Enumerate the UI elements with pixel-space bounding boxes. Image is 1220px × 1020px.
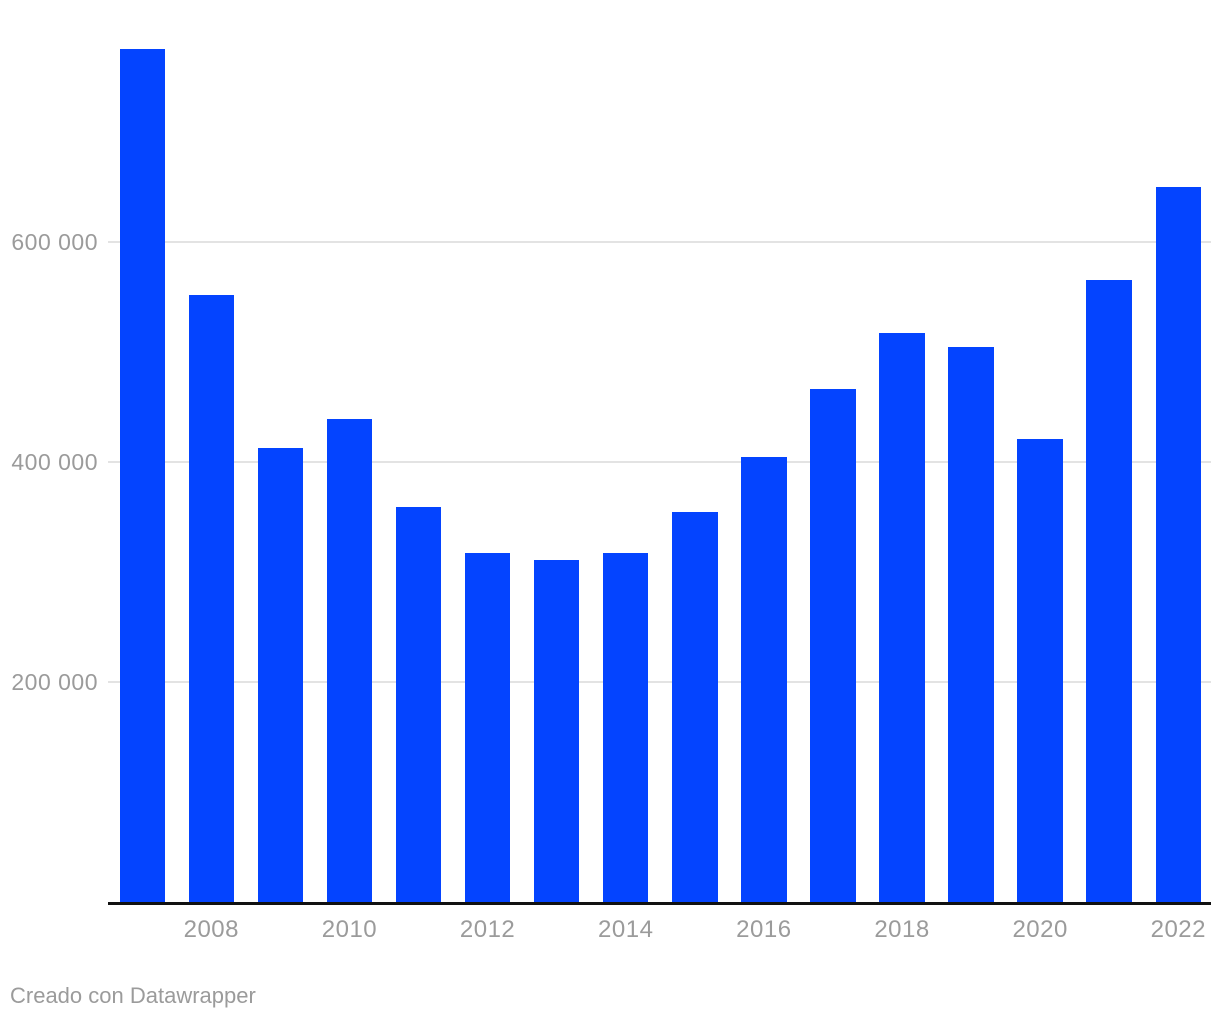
bar-2021[interactable]	[1086, 279, 1132, 903]
x-axis-tick-label: 2022	[1150, 916, 1206, 943]
x-axis-tick-label: 2014	[598, 916, 654, 943]
x-axis-tick-label: 2012	[459, 916, 516, 943]
bar-2015[interactable]	[672, 511, 718, 903]
gridline	[108, 461, 1211, 464]
bar-2007[interactable]	[119, 48, 165, 903]
bar-2020[interactable]	[1017, 439, 1063, 903]
x-axis-tick-label: 2016	[736, 916, 792, 943]
x-axis-tick-label: 2020	[1012, 916, 1068, 943]
bar-2008[interactable]	[188, 295, 235, 903]
x-axis-line	[108, 902, 1211, 906]
bar-2009[interactable]	[257, 448, 304, 903]
x-axis-tick-label: 2010	[321, 916, 378, 943]
gridline	[108, 681, 1211, 684]
bar-2017[interactable]	[810, 388, 856, 903]
y-axis-tick-label: 600 000	[11, 229, 98, 256]
bar-2013[interactable]	[533, 560, 580, 903]
bar-2010[interactable]	[326, 419, 373, 903]
bar-2018[interactable]	[879, 332, 925, 903]
bar-2011[interactable]	[395, 507, 442, 903]
bar-2019[interactable]	[948, 346, 994, 903]
y-axis-tick-label: 400 000	[11, 449, 98, 476]
bar-2014[interactable]	[602, 552, 649, 903]
bar-2016[interactable]	[741, 456, 787, 903]
x-axis-tick-label: 2018	[874, 916, 930, 943]
bar-2012[interactable]	[464, 552, 511, 903]
gridline	[108, 241, 1211, 244]
datawrapper-attribution-link[interactable]: Creado con Datawrapper	[10, 983, 256, 1008]
y-axis-tick-label: 200 000	[11, 669, 98, 696]
bar-2022[interactable]	[1155, 187, 1202, 903]
x-axis-tick-label: 2008	[183, 916, 239, 943]
